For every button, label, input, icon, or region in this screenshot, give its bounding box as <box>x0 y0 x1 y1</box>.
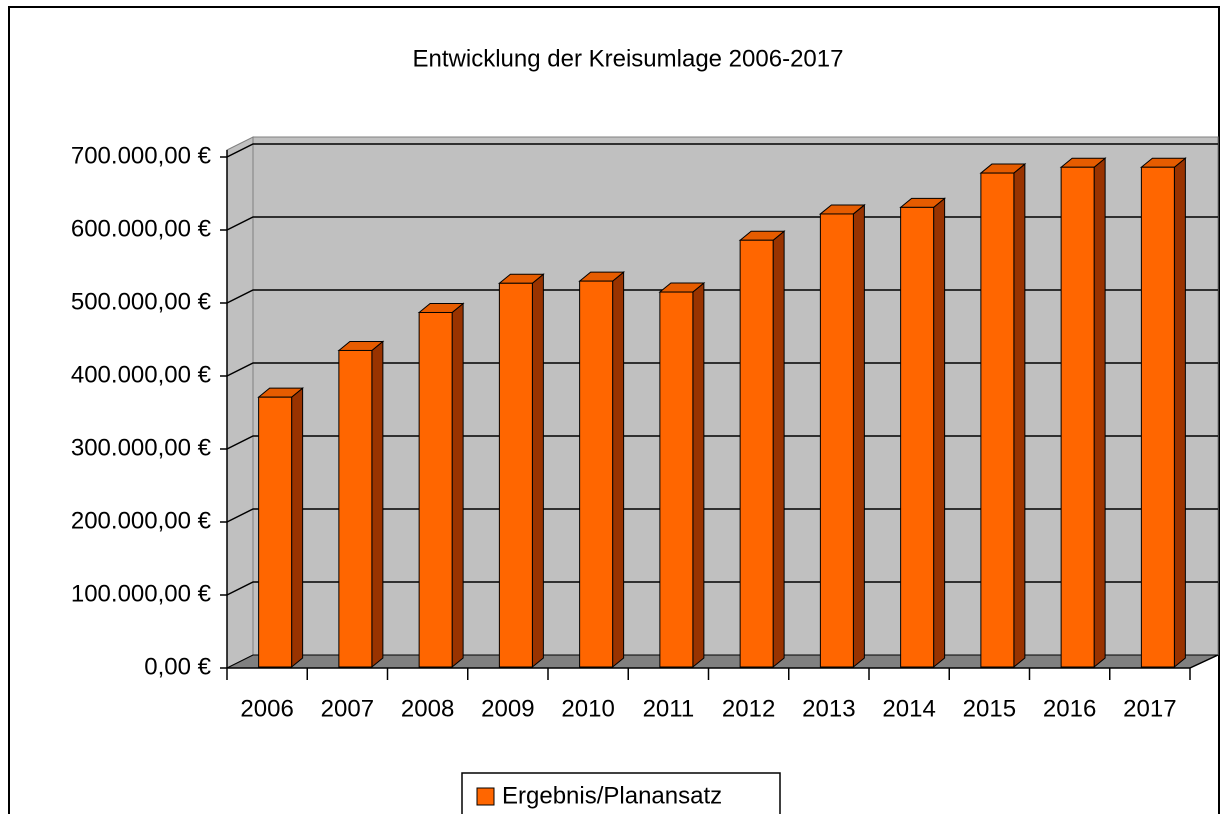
bar <box>900 206 935 668</box>
bar-side <box>852 203 865 669</box>
x-tick-label: 2011 <box>643 695 695 722</box>
grid-line <box>226 508 1218 523</box>
bar <box>819 213 854 668</box>
chart-title: Entwicklung der Kreisumlage 2006-2017 <box>413 45 844 72</box>
y-tick-label: 0,00 € <box>144 653 211 680</box>
bar-side <box>772 230 785 669</box>
y-tick-label: 700.000,00 € <box>71 142 212 169</box>
y-tick-label: 100.000,00 € <box>71 580 212 607</box>
bar <box>1140 166 1175 668</box>
x-tick-label: 2013 <box>802 695 855 722</box>
y-tick-label: 500.000,00 € <box>71 288 212 315</box>
bar <box>980 172 1015 668</box>
x-tick-label: 2016 <box>1043 695 1096 722</box>
bar-side <box>1013 163 1026 669</box>
floor-edge <box>1189 654 1219 669</box>
x-tick-label: 2014 <box>882 695 935 722</box>
bar <box>579 280 614 668</box>
grid-line <box>226 143 1218 158</box>
y-tick-label: 400.000,00 € <box>71 361 212 388</box>
bar-side <box>1093 157 1106 669</box>
bar <box>659 291 694 668</box>
legend-box <box>461 772 781 814</box>
x-tick-label: 2007 <box>321 695 374 722</box>
bar <box>418 311 453 668</box>
x-tick-label: 2010 <box>561 695 614 722</box>
x-tick-label: 2006 <box>240 695 293 722</box>
y-tick-label: 300.000,00 € <box>71 434 212 461</box>
bar-side <box>692 281 705 669</box>
grid-line <box>226 435 1218 450</box>
grid-line <box>226 289 1218 304</box>
bar <box>258 396 293 668</box>
grid-line <box>226 581 1218 596</box>
bar-side <box>371 340 384 669</box>
bar-side <box>1173 157 1186 669</box>
x-tick-label: 2012 <box>722 695 775 722</box>
bar-side <box>451 302 464 669</box>
bar <box>1060 166 1095 668</box>
bar <box>739 239 774 668</box>
x-tick-label: 2017 <box>1123 695 1176 722</box>
x-tick-label: 2009 <box>481 695 534 722</box>
bar <box>338 349 373 668</box>
bar-side <box>531 273 544 669</box>
x-tick-label: 2008 <box>401 695 454 722</box>
bar <box>498 282 533 668</box>
legend-label: Ergebnis/Planansatz <box>502 782 722 809</box>
y-tick-label: 600.000,00 € <box>71 215 212 242</box>
bar-side <box>291 387 304 669</box>
legend-swatch <box>476 787 495 806</box>
grid-line <box>226 216 1218 231</box>
bar-side <box>612 271 625 669</box>
grid-line <box>226 362 1218 377</box>
bar-side <box>933 197 946 669</box>
y-tick-label: 200.000,00 € <box>71 507 212 534</box>
x-tick-label: 2015 <box>963 695 1016 722</box>
